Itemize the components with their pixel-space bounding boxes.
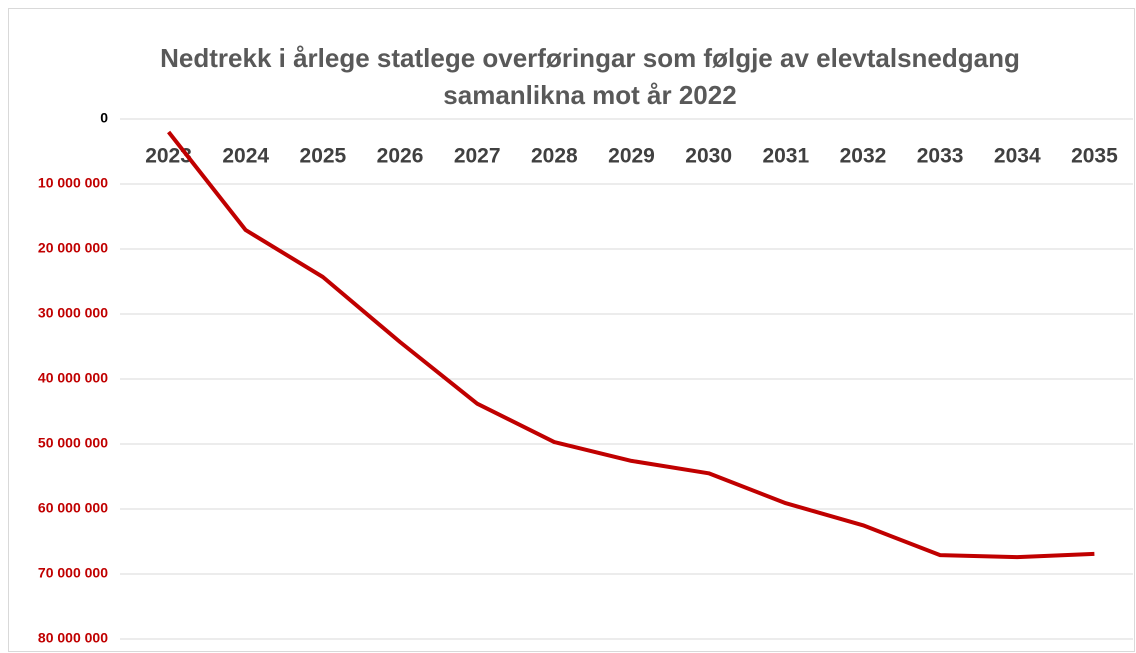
x-tick-label: 2030 <box>685 145 732 168</box>
x-tick-label: 2029 <box>608 145 655 168</box>
data-line <box>167 130 1095 560</box>
x-tick-label: 2027 <box>454 145 501 168</box>
x-tick-label: 2033 <box>917 145 964 168</box>
x-tick-label: 2028 <box>531 145 578 168</box>
y-tick-label: 40 000 000 <box>38 370 108 386</box>
chart-frame <box>8 8 1135 652</box>
y-tick-label: 30 000 000 <box>38 305 108 321</box>
y-tick-label: 50 000 000 <box>38 435 108 451</box>
y-tick-label: 10 000 000 <box>38 175 108 191</box>
y-tick-label: 70 000 000 <box>38 565 108 581</box>
y-tick-label: 0 <box>100 110 108 126</box>
x-tick-label: 2026 <box>377 145 424 168</box>
x-tick-label: 2032 <box>840 145 887 168</box>
x-tick-label: 2025 <box>300 145 347 168</box>
x-tick-label: 2023 <box>145 145 192 168</box>
x-tick-label: 2034 <box>994 145 1041 168</box>
chart-title: samanlikna mot år 2022 <box>443 80 736 110</box>
chart-title: Nedtrekk i årlege statlege overføringar … <box>160 43 1020 73</box>
x-tick-label: 2024 <box>222 145 269 168</box>
y-tick-label: 80 000 000 <box>38 630 108 646</box>
x-tick-label: 2035 <box>1071 145 1118 168</box>
y-tick-label: 60 000 000 <box>38 500 108 516</box>
y-tick-label: 20 000 000 <box>38 240 108 256</box>
x-tick-label: 2031 <box>762 145 809 168</box>
